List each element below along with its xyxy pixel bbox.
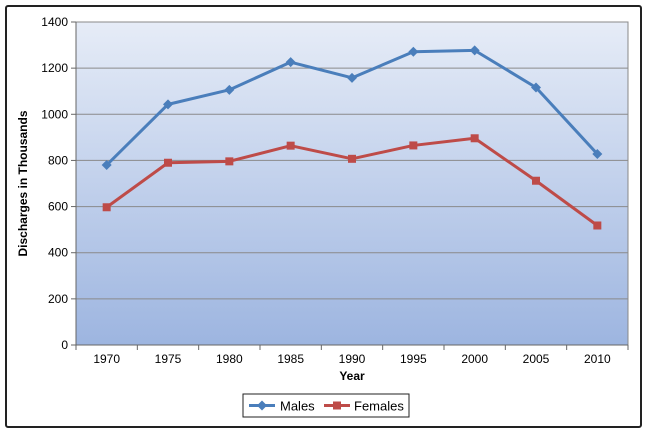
series-layer — [101, 45, 603, 230]
legend-label-males: Males — [280, 399, 315, 414]
y-tick-label: 600 — [48, 200, 68, 214]
x-tick-label: 1975 — [155, 352, 182, 366]
data-point-females — [409, 141, 418, 150]
data-point-males — [163, 99, 173, 110]
series-males — [101, 45, 603, 171]
data-point-females — [286, 141, 295, 150]
x-tick-label: 1980 — [216, 352, 243, 366]
legend-marker-females — [333, 401, 341, 410]
y-tick-label: 1000 — [41, 107, 68, 121]
x-tick-label: 1995 — [400, 352, 427, 366]
x-tick-label: 2005 — [523, 352, 550, 366]
y-tick-label: 1200 — [41, 61, 68, 75]
data-point-males — [469, 45, 480, 56]
legend-marker-males — [257, 400, 267, 411]
x-tick-label: 1985 — [277, 352, 304, 366]
data-point-males — [347, 72, 357, 83]
legend: Males Females — [242, 393, 410, 418]
plot-area — [75, 21, 629, 346]
x-tick-label: 1990 — [339, 352, 366, 366]
data-point-females — [470, 134, 479, 143]
x-axis-title: Year — [339, 369, 365, 383]
data-point-females — [532, 176, 540, 185]
legend-label-females: Females — [354, 399, 404, 414]
data-point-males — [408, 46, 419, 57]
y-tick-label: 0 — [61, 338, 68, 352]
data-point-females — [225, 157, 234, 166]
data-point-males — [285, 57, 296, 68]
gridlines — [76, 21, 628, 300]
y-tick-label: 800 — [48, 153, 68, 167]
y-axis: 0 200 400 600 800 1000 1200 1400 — [41, 15, 77, 352]
data-point-males — [531, 82, 541, 93]
data-point-females — [164, 158, 172, 167]
y-tick-label: 1400 — [41, 15, 68, 29]
y-tick-label: 200 — [48, 292, 68, 306]
y-axis-title: Discharges in Thousands — [16, 110, 30, 256]
x-axis: 1970 1975 1980 1985 1990 1995 2000 2005 2010 — [75, 344, 629, 366]
x-tick-label: 1970 — [93, 352, 120, 366]
data-point-males — [592, 148, 603, 159]
x-tick-label: 2000 — [461, 352, 488, 366]
x-tick-label: 2010 — [584, 352, 611, 366]
data-point-females — [102, 203, 111, 212]
y-tick-label: 400 — [48, 246, 68, 260]
data-point-females — [348, 154, 356, 163]
series-females — [102, 134, 602, 230]
data-point-males — [224, 84, 235, 95]
data-point-females — [593, 221, 602, 230]
data-point-males — [101, 160, 112, 171]
